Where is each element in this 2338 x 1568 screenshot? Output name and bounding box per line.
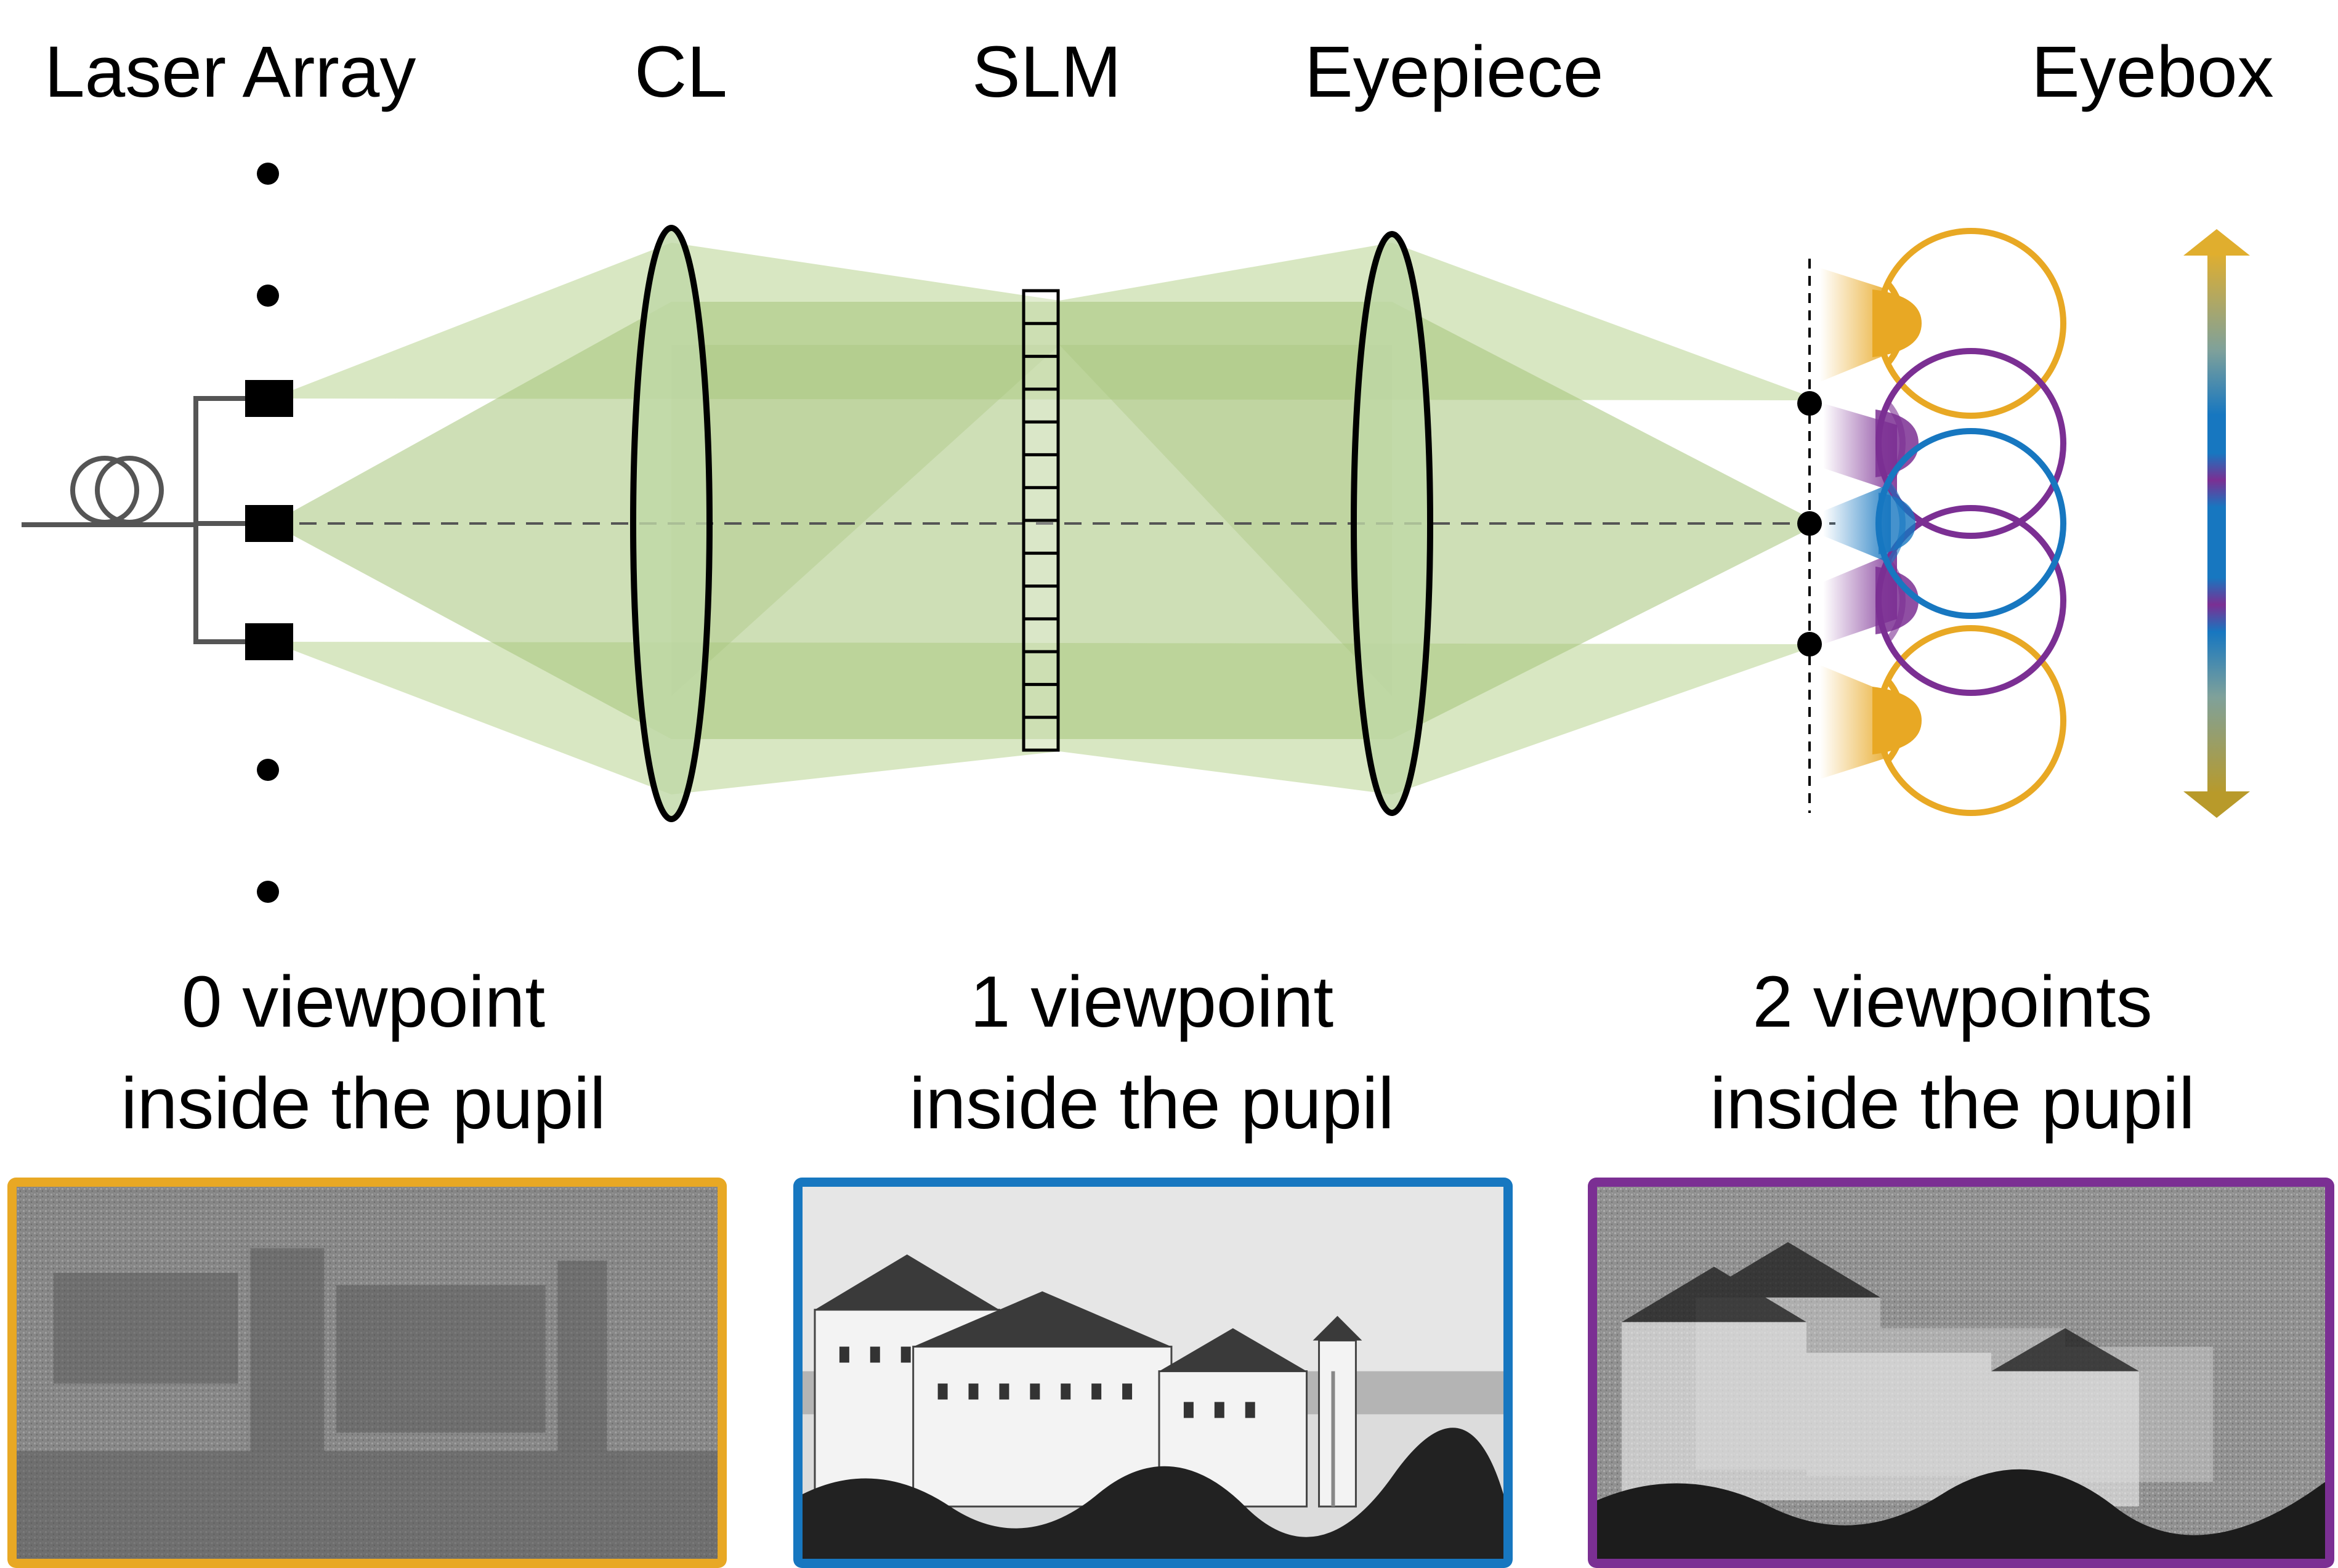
laser-emitter-icon — [245, 380, 293, 417]
array-dot — [257, 163, 279, 185]
laser-emitter-icon — [245, 623, 293, 660]
image-panel-2-viewpoints — [1588, 1178, 2334, 1568]
caption-line: inside the pupil — [1710, 1063, 2195, 1145]
viewpoint-dot — [1797, 391, 1822, 416]
slm-grid-icon — [1022, 289, 1060, 752]
array-dot — [257, 759, 279, 781]
eyebox-plane — [1797, 259, 1822, 813]
double-arrow-icon — [2183, 229, 2250, 818]
eye-icon — [1875, 428, 2066, 619]
label-laser-array: Laser Array — [44, 31, 416, 113]
collimating-lens-icon — [630, 225, 713, 822]
eyepiece-lens-icon — [1351, 231, 1433, 816]
array-dot — [257, 285, 279, 307]
caption-0-viewpoint: 0 viewpoint inside the pupil — [37, 952, 690, 1155]
caption-line: inside the pupil — [121, 1063, 606, 1145]
caption-line: 1 viewpoint — [969, 961, 1334, 1043]
fiber-lines — [22, 396, 249, 644]
viewpoint-dot — [1797, 632, 1822, 657]
sharp-castle-image — [803, 1187, 1503, 1559]
caption-line: inside the pupil — [909, 1063, 1394, 1145]
eye-icon — [1875, 505, 2066, 696]
image-panel-0-viewpoint — [7, 1178, 727, 1568]
blurred-castle-image — [17, 1187, 718, 1559]
viewpoint-dot — [1797, 511, 1822, 536]
double-castle-image — [1597, 1187, 2325, 1559]
label-eyebox: Eyebox — [2031, 31, 2274, 113]
laser-emitter-icon — [245, 505, 293, 542]
eye-icons — [1872, 228, 2066, 816]
label-cl: CL — [634, 31, 727, 113]
laser-array — [22, 163, 293, 903]
fiber-coil-icon — [70, 456, 164, 525]
caption-2-viewpoints: 2 viewpoints inside the pupil — [1626, 952, 2279, 1155]
image-panel-1-viewpoint — [793, 1178, 1513, 1568]
eye-icon — [1872, 228, 2066, 419]
label-eyepiece: Eyepiece — [1305, 31, 1604, 113]
array-dot — [257, 881, 279, 903]
caption-1-viewpoint: 1 viewpoint inside the pupil — [825, 952, 1478, 1155]
caption-line: 2 viewpoints — [1752, 961, 2153, 1043]
label-slm: SLM — [972, 31, 1122, 113]
caption-line: 0 viewpoint — [181, 961, 546, 1043]
eye-icon — [1872, 625, 2066, 816]
